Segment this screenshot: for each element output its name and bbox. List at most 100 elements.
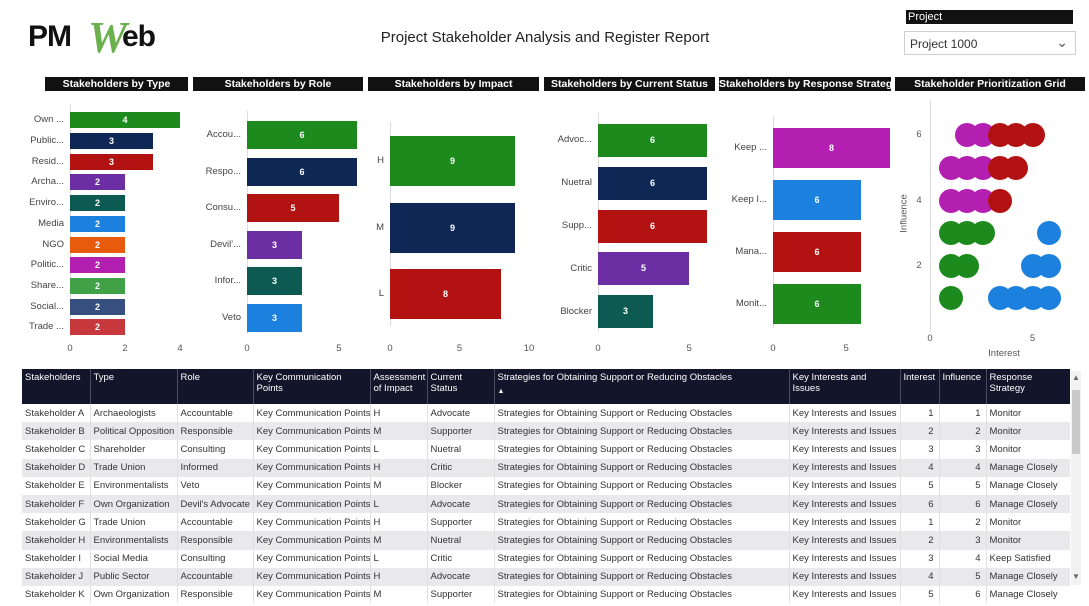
column-header-label: Response Strategy (989, 372, 1033, 394)
type-bar[interactable]: 3 (70, 153, 153, 170)
status-bar[interactable]: 5 (598, 252, 689, 286)
grid-point[interactable] (1036, 253, 1061, 278)
grid-point[interactable] (1020, 123, 1045, 148)
role-axis-tick: 5 (336, 343, 342, 354)
table-cell: Manage Closely (986, 458, 1070, 477)
column-header[interactable]: Stakeholders (22, 369, 91, 404)
type-bar[interactable]: 2 (70, 257, 125, 274)
sort-ascending-icon: ▲ (497, 388, 505, 395)
status-category-label: Blocker (560, 305, 592, 317)
impact-bar[interactable]: 9 (390, 202, 515, 253)
role-bar[interactable]: 3 (247, 303, 302, 332)
table-cell: Stakeholder A (22, 404, 91, 423)
column-header[interactable]: Current Status (427, 369, 495, 404)
table-cell: 2 (939, 422, 987, 441)
table-cell: Consulting (177, 440, 254, 459)
type-bar[interactable]: 3 (70, 133, 153, 150)
project-slicer-dropdown[interactable]: Project 1000 ⌄ (904, 31, 1076, 55)
column-header[interactable]: Interest (900, 369, 940, 404)
table-cell: Monitor (986, 404, 1070, 423)
type-category-label: Trade ... (28, 321, 64, 333)
role-bar[interactable]: 6 (247, 121, 357, 150)
status-bar[interactable]: 6 (598, 209, 707, 243)
table-cell: Critic (427, 549, 495, 568)
impact-bar[interactable]: 9 (390, 136, 515, 187)
table-cell: Critic (427, 458, 495, 477)
table-scrollbar[interactable] (1071, 371, 1081, 585)
strategy-bar[interactable]: 8 (773, 128, 890, 168)
type-bar[interactable]: 2 (70, 174, 125, 191)
table-cell: Key Interests and Issues (789, 404, 901, 423)
strategy-bar[interactable]: 6 (773, 284, 861, 324)
type-axis-tick: 2 (122, 343, 128, 354)
table-cell: Strategies for Obtaining Support or Redu… (494, 476, 790, 495)
column-header[interactable]: Assessment of Impact (370, 369, 428, 404)
column-header-label: Key Communication Points (256, 372, 342, 394)
role-category-label: Infor... (214, 275, 241, 287)
column-header[interactable]: Key Communication Points (253, 369, 371, 404)
table-cell: Key Interests and Issues (789, 513, 901, 532)
type-bar[interactable]: 2 (70, 215, 125, 232)
type-bar[interactable]: 4 (70, 112, 180, 129)
table-scroll-thumb[interactable] (1072, 390, 1080, 454)
table-cell: Informed (177, 458, 254, 477)
table-cell: Strategies for Obtaining Support or Redu… (494, 513, 790, 532)
scroll-down-icon[interactable]: ▼ (1072, 572, 1080, 581)
table-cell: M (370, 531, 428, 550)
type-bar[interactable]: 2 (70, 195, 125, 212)
grid-point[interactable] (1036, 286, 1061, 311)
role-bar[interactable]: 6 (247, 157, 357, 186)
table-cell: Archaeologists (90, 404, 178, 423)
strategy-bar[interactable]: 6 (773, 232, 861, 272)
scroll-up-icon[interactable]: ▲ (1072, 373, 1080, 382)
table-row[interactable]: Stakeholder J Public Sector Accountable Key… (22, 567, 1070, 586)
strategy-bar[interactable]: 6 (773, 180, 861, 220)
column-header[interactable]: Response Strategy (986, 369, 1070, 404)
type-category-label: Public... (30, 135, 64, 147)
strategy-category-label: Mana... (735, 246, 767, 257)
project-slicer-value: Project 1000 (910, 37, 978, 51)
table-row[interactable]: Stakeholder G Trade Union Accountable Key C… (22, 513, 1070, 532)
role-bar[interactable]: 3 (247, 230, 302, 259)
column-header[interactable]: Key Interests and Issues (789, 369, 901, 404)
table-row[interactable]: Stakeholder K Own Organization Responsible… (22, 585, 1070, 603)
impact-bar[interactable]: 8 (390, 269, 501, 320)
column-header[interactable]: Role (177, 369, 254, 404)
grid-y-label: Influence (898, 194, 910, 233)
grid-point[interactable] (1036, 221, 1061, 246)
column-header[interactable]: Influence (939, 369, 987, 404)
grid-point[interactable] (971, 221, 996, 246)
column-header-label: Current Status (430, 372, 463, 394)
grid-point[interactable] (1004, 156, 1029, 180)
type-axis-tick: 4 (177, 343, 183, 354)
type-bar[interactable]: 2 (70, 298, 125, 315)
role-bar[interactable]: 3 (247, 267, 302, 296)
type-bar[interactable]: 2 (70, 319, 125, 336)
table-row[interactable]: Stakeholder C Shareholder Consulting Key Co… (22, 440, 1070, 459)
table-row[interactable]: Stakeholder D Trade Union Informed Key Comm… (22, 458, 1070, 477)
status-bar[interactable]: 6 (598, 166, 707, 200)
status-bar[interactable]: 3 (598, 295, 653, 329)
type-bar[interactable]: 2 (70, 236, 125, 253)
table-row[interactable]: Stakeholder H Environmentalists Responsibl… (22, 531, 1070, 550)
column-header[interactable]: Type (90, 369, 178, 404)
table-row[interactable]: Stakeholder F Own Organization Devil's Adv… (22, 494, 1070, 514)
grid-point[interactable] (987, 188, 1012, 213)
table-row[interactable]: Stakeholder A Archaeologists Accountable Ke… (22, 404, 1070, 423)
grid-point[interactable] (954, 253, 979, 278)
role-bar[interactable]: 5 (247, 194, 339, 223)
logo-text-right: eb (122, 20, 156, 53)
status-axis-tick: 5 (686, 343, 692, 354)
table-row[interactable]: Stakeholder B Political Opposition Respons… (22, 422, 1070, 441)
type-category-label: Share... (30, 279, 64, 291)
grid-point[interactable] (938, 286, 963, 311)
table-body: Stakeholder A Archaeologists Accountable Ke… (22, 404, 1070, 603)
status-bar[interactable]: 6 (598, 123, 707, 157)
chart-title-status: Stakeholders by Current Status (544, 77, 715, 91)
table-row[interactable]: Stakeholder I Social Media Consulting Key C… (22, 549, 1070, 568)
table-row[interactable]: Stakeholder E Environmentalists Veto Key Co… (22, 476, 1070, 495)
grid-y-tick: 2 (916, 259, 922, 271)
table-cell: 4 (900, 567, 940, 586)
type-bar[interactable]: 2 (70, 277, 125, 294)
column-header[interactable]: Strategies for Obtaining Support or Redu… (494, 369, 790, 404)
